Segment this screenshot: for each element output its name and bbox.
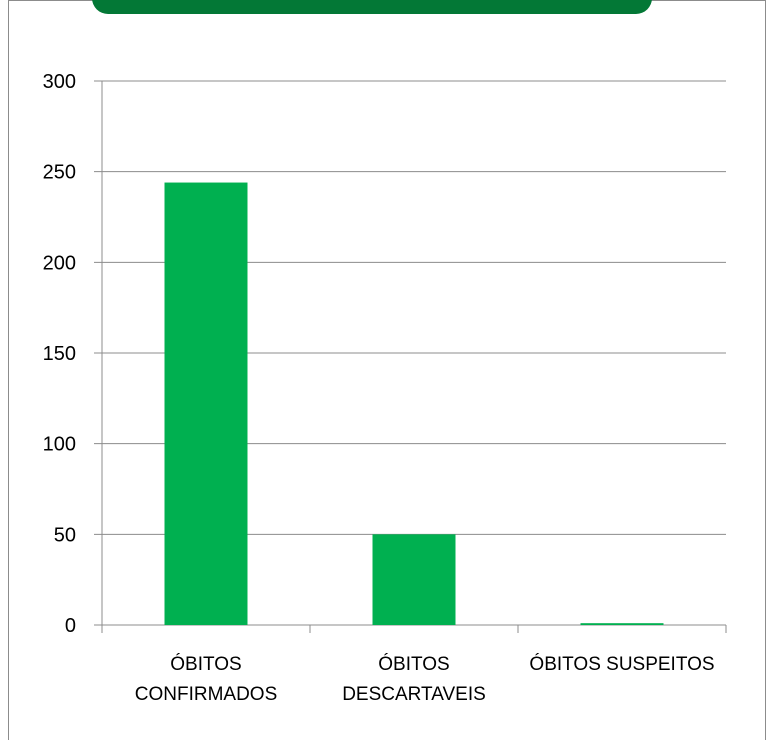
y-tick-label: 50 xyxy=(54,524,76,546)
x-category-label: ÓBITOS xyxy=(378,653,449,675)
y-tick-label: 100 xyxy=(43,434,76,456)
bar-2 xyxy=(580,623,664,625)
y-tick-label: 200 xyxy=(43,252,76,274)
x-category-label: DESCARTAVEIS xyxy=(342,684,486,705)
bar-1 xyxy=(372,534,456,625)
y-tick-label: 250 xyxy=(43,162,76,184)
y-tick-label: 150 xyxy=(43,343,76,365)
header-banner xyxy=(92,0,652,14)
y-tick-label: 0 xyxy=(65,615,76,637)
bar-0 xyxy=(164,182,248,625)
y-tick-label: 300 xyxy=(43,71,76,93)
x-category-label: ÓBITOS xyxy=(170,653,241,675)
x-category-label: ÓBITOS SUSPEITOS xyxy=(529,653,714,675)
x-category-label: CONFIRMADOS xyxy=(135,684,278,705)
